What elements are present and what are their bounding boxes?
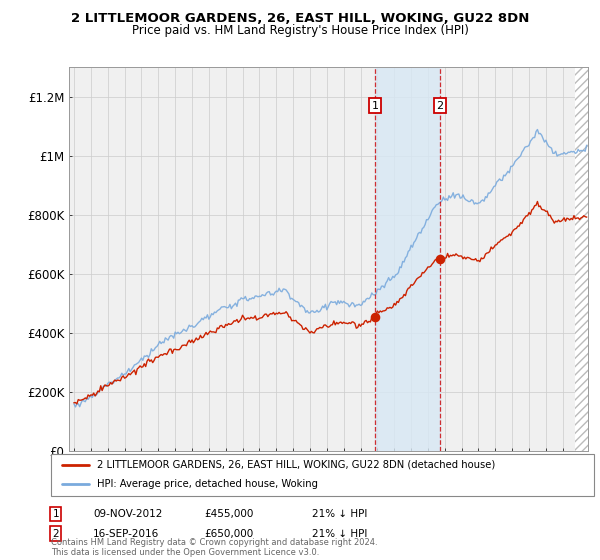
Bar (575, 67, 588, 451)
Text: 2: 2 (436, 101, 443, 110)
Text: 09-NOV-2012: 09-NOV-2012 (93, 509, 163, 519)
Point (370, 312, 380, 321)
Text: 1: 1 (371, 101, 379, 110)
Text: Contains HM Land Registry data © Crown copyright and database right 2024.
This d: Contains HM Land Registry data © Crown c… (51, 538, 377, 557)
Text: 21% ↓ HPI: 21% ↓ HPI (312, 509, 367, 519)
Text: 16-SEP-2016: 16-SEP-2016 (93, 529, 159, 539)
Text: 2: 2 (52, 529, 59, 539)
Text: Price paid vs. HM Land Registry's House Price Index (HPI): Price paid vs. HM Land Registry's House … (131, 24, 469, 36)
Text: 1: 1 (52, 509, 59, 519)
Text: £455,000: £455,000 (204, 509, 253, 519)
Bar (575, 67, 588, 451)
Text: HPI: Average price, detached house, Woking: HPI: Average price, detached house, Woki… (97, 479, 318, 489)
Text: 2 LITTLEMOOR GARDENS, 26, EAST HILL, WOKING, GU22 8DN (detached house): 2 LITTLEMOOR GARDENS, 26, EAST HILL, WOK… (97, 460, 496, 470)
Text: 21% ↓ HPI: 21% ↓ HPI (312, 529, 367, 539)
Text: £650,000: £650,000 (204, 529, 253, 539)
Bar (375, 67, 440, 451)
Point (435, 254, 445, 263)
Text: 2 LITTLEMOOR GARDENS, 26, EAST HILL, WOKING, GU22 8DN: 2 LITTLEMOOR GARDENS, 26, EAST HILL, WOK… (71, 12, 529, 25)
